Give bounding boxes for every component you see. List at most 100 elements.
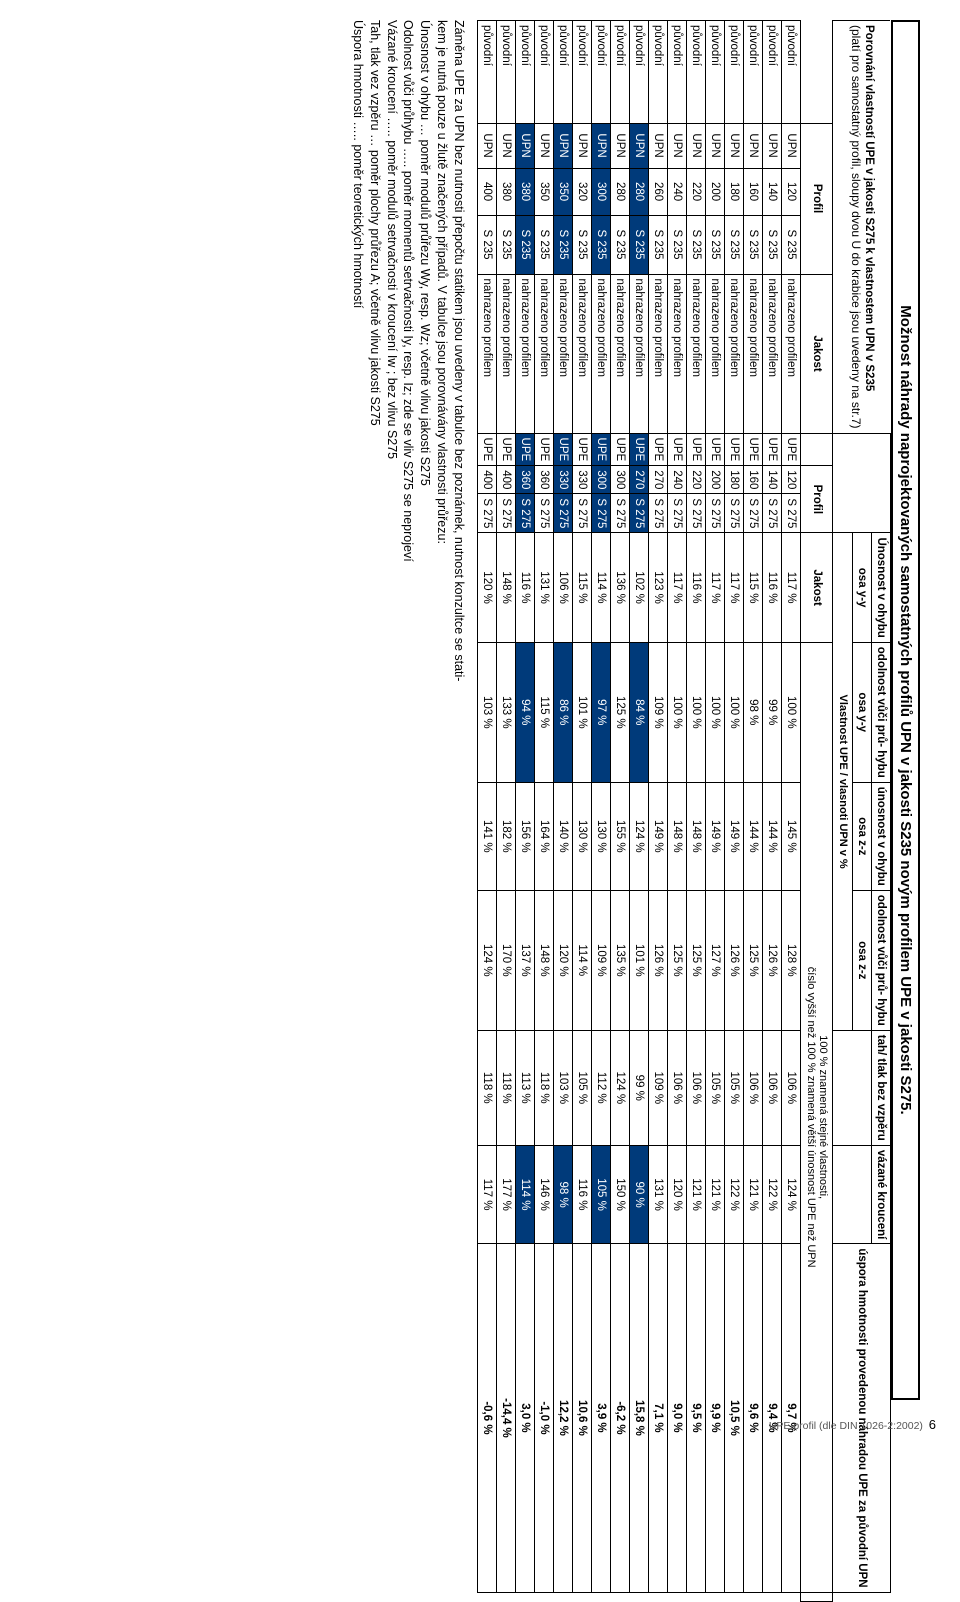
cell-pct: 118 % [497, 1030, 516, 1145]
cell-action: nahrazeno profilem [668, 274, 687, 433]
cell-jakB: S 275 [478, 494, 497, 533]
cell-pct: 116 % [516, 533, 535, 642]
cell-sizeA: 140 [763, 168, 782, 215]
subtitle-note: (platí pro samostatný profil, sloupy dvo… [849, 25, 863, 429]
cell-jakA: S 235 [763, 215, 782, 274]
cell-pct: 131 % [535, 533, 554, 642]
cell-pct: 149 % [649, 782, 668, 890]
cell-pct: 117 % [725, 533, 744, 642]
cell-pct: 120 % [478, 533, 497, 642]
cell-profA: UPN [535, 123, 554, 168]
cell-pct: 106 % [744, 1030, 763, 1145]
cell-pct: 100 % [706, 642, 725, 782]
cell-pct: 149 % [725, 782, 744, 890]
cell-profA: UPN [706, 123, 725, 168]
cell-profA: UPN [516, 123, 535, 168]
cell-orig: původní [706, 21, 725, 124]
cell-sizeA: 280 [611, 168, 630, 215]
cell-orig: původní [611, 21, 630, 124]
cell-profA: UPN [649, 123, 668, 168]
cell-save: -0,6 % [478, 1244, 497, 1592]
cell-pct: 137 % [516, 890, 535, 1030]
cell-orig: původní [668, 21, 687, 124]
cell-pct: 98 % [554, 1145, 573, 1243]
cell-pct: 126 % [725, 890, 744, 1030]
cell-pct: 155 % [611, 782, 630, 890]
cell-pct: 103 % [478, 642, 497, 782]
note-line: Tah, tlak vez vzpěru … poměr plochy průř… [366, 20, 383, 1400]
ratio-h2: 100 % znamená stejné vlastnosti, [817, 1035, 829, 1199]
cell-profB: UPE [516, 433, 535, 466]
cell-pct: 120 % [554, 890, 573, 1030]
cell-jakA: S 235 [630, 215, 649, 274]
cell-sizeA: 260 [649, 168, 668, 215]
cell-pct: 84 % [630, 642, 649, 782]
cell-orig: původní [535, 21, 554, 124]
cell-pct: 118 % [478, 1030, 497, 1145]
cell-orig: původní [630, 21, 649, 124]
cell-pct: 116 % [573, 1145, 592, 1243]
table-row: původníUPN350S 235nahrazeno profilemUPE3… [554, 21, 573, 1602]
cell-pct: 130 % [592, 782, 611, 890]
cell-sizeA: 380 [516, 168, 535, 215]
cell-pct: 90 % [630, 1145, 649, 1243]
cell-pct: 103 % [554, 1030, 573, 1145]
cell-sizeB: 140 [763, 466, 782, 494]
cell-action: nahrazeno profilem [744, 274, 763, 433]
cell-pct: 98 % [744, 642, 763, 782]
cell-sizeB: 360 [516, 466, 535, 494]
cell-action: nahrazeno profilem [497, 274, 516, 433]
ratio-h1: Vlastnost UPE / vlasnoti UPN v % [837, 694, 849, 868]
cell-pct: 117 % [782, 533, 801, 642]
axis-yy-2: osa y-y [853, 642, 872, 782]
cell-pct: 135 % [611, 890, 630, 1030]
cell-profB: UPE [687, 433, 706, 466]
cell-save: 9,6 % [744, 1244, 763, 1592]
table-row: původníUPN260S 235nahrazeno profilemUPE2… [649, 21, 668, 1602]
cell-sizeB: 400 [478, 466, 497, 494]
cell-action: nahrazeno profilem [592, 274, 611, 433]
cell-pct: 86 % [554, 642, 573, 782]
cell-jakA: S 235 [611, 215, 630, 274]
cell-save: 10,6 % [573, 1244, 592, 1592]
cell-pct: 105 % [592, 1145, 611, 1243]
cell-pct: 127 % [706, 890, 725, 1030]
cell-sizeB: 240 [668, 466, 687, 494]
cell-profA: UPN [763, 123, 782, 168]
cell-pct: 124 % [478, 890, 497, 1030]
cell-sizeB: 400 [497, 466, 516, 494]
cell-jakB: S 275 [782, 494, 801, 533]
cell-jakA: S 235 [516, 215, 535, 274]
cell-pct: 106 % [554, 533, 573, 642]
cell-sizeB: 300 [592, 466, 611, 494]
cell-pct: 100 % [687, 642, 706, 782]
cell-pct: 125 % [668, 890, 687, 1030]
cell-profB: UPE [535, 433, 554, 466]
cell-orig: původní [573, 21, 592, 124]
cell-jakA: S 235 [497, 215, 516, 274]
cell-pct: 148 % [535, 890, 554, 1030]
cell-sizeB: 330 [554, 466, 573, 494]
cell-pct: 149 % [706, 782, 725, 890]
cell-pct: 124 % [630, 782, 649, 890]
col-profil-b: Profil [801, 466, 833, 533]
cell-profB: UPE [725, 433, 744, 466]
cell-pct: 112 % [592, 1030, 611, 1145]
table-row: původníUPN350S 235nahrazeno profilemUPE3… [535, 21, 554, 1602]
cell-sizeA: 350 [535, 168, 554, 215]
cell-pct: 121 % [687, 1145, 706, 1243]
cell-orig: původní [763, 21, 782, 124]
cell-pct: 144 % [763, 782, 782, 890]
cell-profA: UPN [725, 123, 744, 168]
cell-pct: 156 % [516, 782, 535, 890]
cell-action: nahrazeno profilem [763, 274, 782, 433]
cell-pct: 100 % [725, 642, 744, 782]
cell-action: nahrazeno profilem [630, 274, 649, 433]
cell-pct: 106 % [782, 1030, 801, 1145]
col-jakost-a: Jakost [801, 274, 833, 433]
cell-profB: UPE [592, 433, 611, 466]
cell-pct: 144 % [744, 782, 763, 890]
cell-jakB: S 275 [592, 494, 611, 533]
cell-jakA: S 235 [668, 215, 687, 274]
cell-action: nahrazeno profilem [706, 274, 725, 433]
